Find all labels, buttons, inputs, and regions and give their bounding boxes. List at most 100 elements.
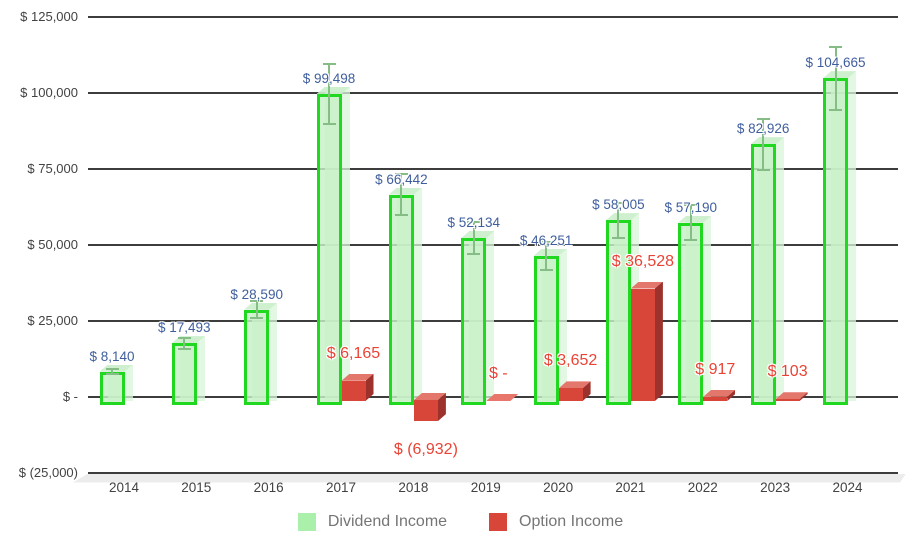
error-bar-line: [834, 46, 837, 111]
y-axis-tick-label: $ (25,000): [18, 464, 78, 480]
error-bar-line: [183, 338, 186, 349]
option-income-swatch-icon: [489, 513, 508, 531]
x-axis-year-label: 2014: [108, 480, 140, 495]
legend-item-dividend-income: Dividend Income: [297, 513, 448, 531]
dividend-value-label: $ 52,134: [447, 215, 501, 230]
chart-legend: Dividend Income Option Income: [0, 513, 921, 531]
option-bar-topface: [342, 374, 374, 381]
dividend-bar-topface: [751, 137, 784, 144]
dividend-bar-topface: [172, 336, 205, 343]
option-bar-topface: [776, 392, 808, 399]
option-bar-sideface: [727, 390, 735, 401]
dividend-value-label: $ 58,005: [592, 197, 645, 213]
x-axis-year-label: 2019: [470, 480, 501, 495]
error-bar-bottom-cap: [684, 239, 698, 241]
option-value-label: $ -: [488, 365, 508, 382]
legend-label-dividend-income: Dividend Income: [327, 513, 448, 530]
x-axis-year-label: 2020: [543, 480, 574, 495]
error-bar-top-cap: [394, 173, 408, 176]
dividend-bar: [823, 78, 848, 405]
y-axis-tick-label: $ 25,000: [27, 312, 78, 328]
error-bar-bottom-cap: [250, 317, 264, 320]
error-bar-bottom-cap: [467, 252, 481, 255]
dividend-value-label: $ 99,498: [302, 71, 356, 86]
dividend-bar: [678, 222, 704, 405]
option-bar-topface: [559, 381, 591, 388]
legend-label-option-income: Option Income: [519, 513, 624, 530]
gridline: [88, 167, 898, 170]
option-value-label: $ 103: [767, 363, 808, 381]
option-value-label: $ 36,528: [611, 252, 675, 270]
x-axis-year-label: 2015: [181, 480, 212, 495]
error-bar-bottom-cap: [177, 347, 191, 350]
dividend-bar: [750, 144, 776, 405]
option-value-label: $ 3,652: [543, 352, 598, 370]
error-bar-line: [762, 119, 765, 170]
y-axis-tick-label: $ 75,000: [27, 160, 78, 176]
gridline: [88, 471, 898, 474]
error-bar-line: [689, 205, 692, 241]
error-bar-line: [617, 202, 620, 238]
option-value-label: $ 917: [695, 360, 736, 378]
error-bar-top-cap: [539, 240, 553, 243]
option-bar: [775, 399, 800, 401]
error-bar-bottom-cap: [394, 213, 408, 216]
error-bar-line: [111, 369, 113, 375]
dividend-bar-topface: [534, 249, 567, 256]
dividend-bar-topface: [606, 213, 639, 220]
x-axis-year-label: 2021: [615, 480, 646, 495]
dividend-value-label: $ 66,442: [375, 171, 428, 187]
x-axis-year-label: 2018: [398, 480, 429, 495]
error-bar-bottom-cap: [756, 168, 770, 171]
error-bar-top-cap: [611, 201, 625, 204]
dividend-bar-topface: [461, 231, 494, 238]
dividend-value-label: $ 82,926: [736, 121, 790, 137]
option-bar-topface: [414, 393, 446, 400]
x-axis-year-label: 2023: [760, 480, 791, 495]
dividend-bar-topface: [678, 216, 711, 223]
dividend-bar: [99, 371, 125, 405]
legend-item-option-income: Option Income: [489, 513, 623, 531]
option-value-label: $ (6,932): [393, 441, 458, 459]
option-bar: [703, 396, 728, 401]
option-bar: [630, 288, 655, 401]
option-bar-sideface: [366, 374, 374, 401]
option-bar-sideface: [800, 392, 808, 401]
dividend-bar: [171, 343, 197, 405]
dividend-bar: [388, 194, 414, 405]
error-bar-top-cap: [322, 62, 336, 65]
dividend-value-label: $ 104,665: [805, 55, 866, 71]
option-bar-topface: [703, 390, 735, 397]
option-bar-sideface: [438, 393, 446, 421]
x-axis-year-label: 2016: [253, 480, 284, 495]
error-bar-top-cap: [105, 368, 119, 371]
dividend-bar: [605, 220, 631, 405]
dividend-value-label: $ 46,251: [519, 232, 573, 248]
gridline: [88, 91, 898, 94]
y-axis-tick-label: $ 125,000: [20, 8, 78, 24]
dividend-value-label: $ 17,493: [158, 320, 211, 336]
dividend-income-swatch-icon: [297, 513, 316, 531]
dividend-bar: [461, 238, 487, 405]
error-bar-top-cap: [177, 337, 191, 339]
error-bar-line: [328, 63, 330, 125]
dividend-bar: [316, 94, 342, 405]
option-bar: [413, 400, 438, 422]
dividend-bar-topface: [244, 303, 277, 310]
error-bar-line: [255, 300, 258, 319]
option-bar: [341, 380, 366, 401]
error-bar-top-cap: [467, 221, 481, 224]
error-bar-line: [400, 174, 403, 215]
error-bar-line: [545, 241, 548, 270]
dividend-bar-topface: [823, 71, 856, 78]
option-bar-zero-marker: [486, 394, 518, 401]
error-bar-top-cap: [829, 45, 842, 48]
x-axis-year-label: 2024: [832, 480, 863, 495]
error-bar-bottom-cap: [829, 109, 842, 112]
chart-floor: [73, 474, 906, 483]
gridline: [88, 15, 898, 18]
x-axis-year-label: 2022: [687, 480, 718, 495]
dividend-value-label: $ 57,190: [664, 199, 718, 215]
error-bar-bottom-cap: [105, 373, 119, 376]
error-bar-top-cap: [250, 299, 264, 302]
